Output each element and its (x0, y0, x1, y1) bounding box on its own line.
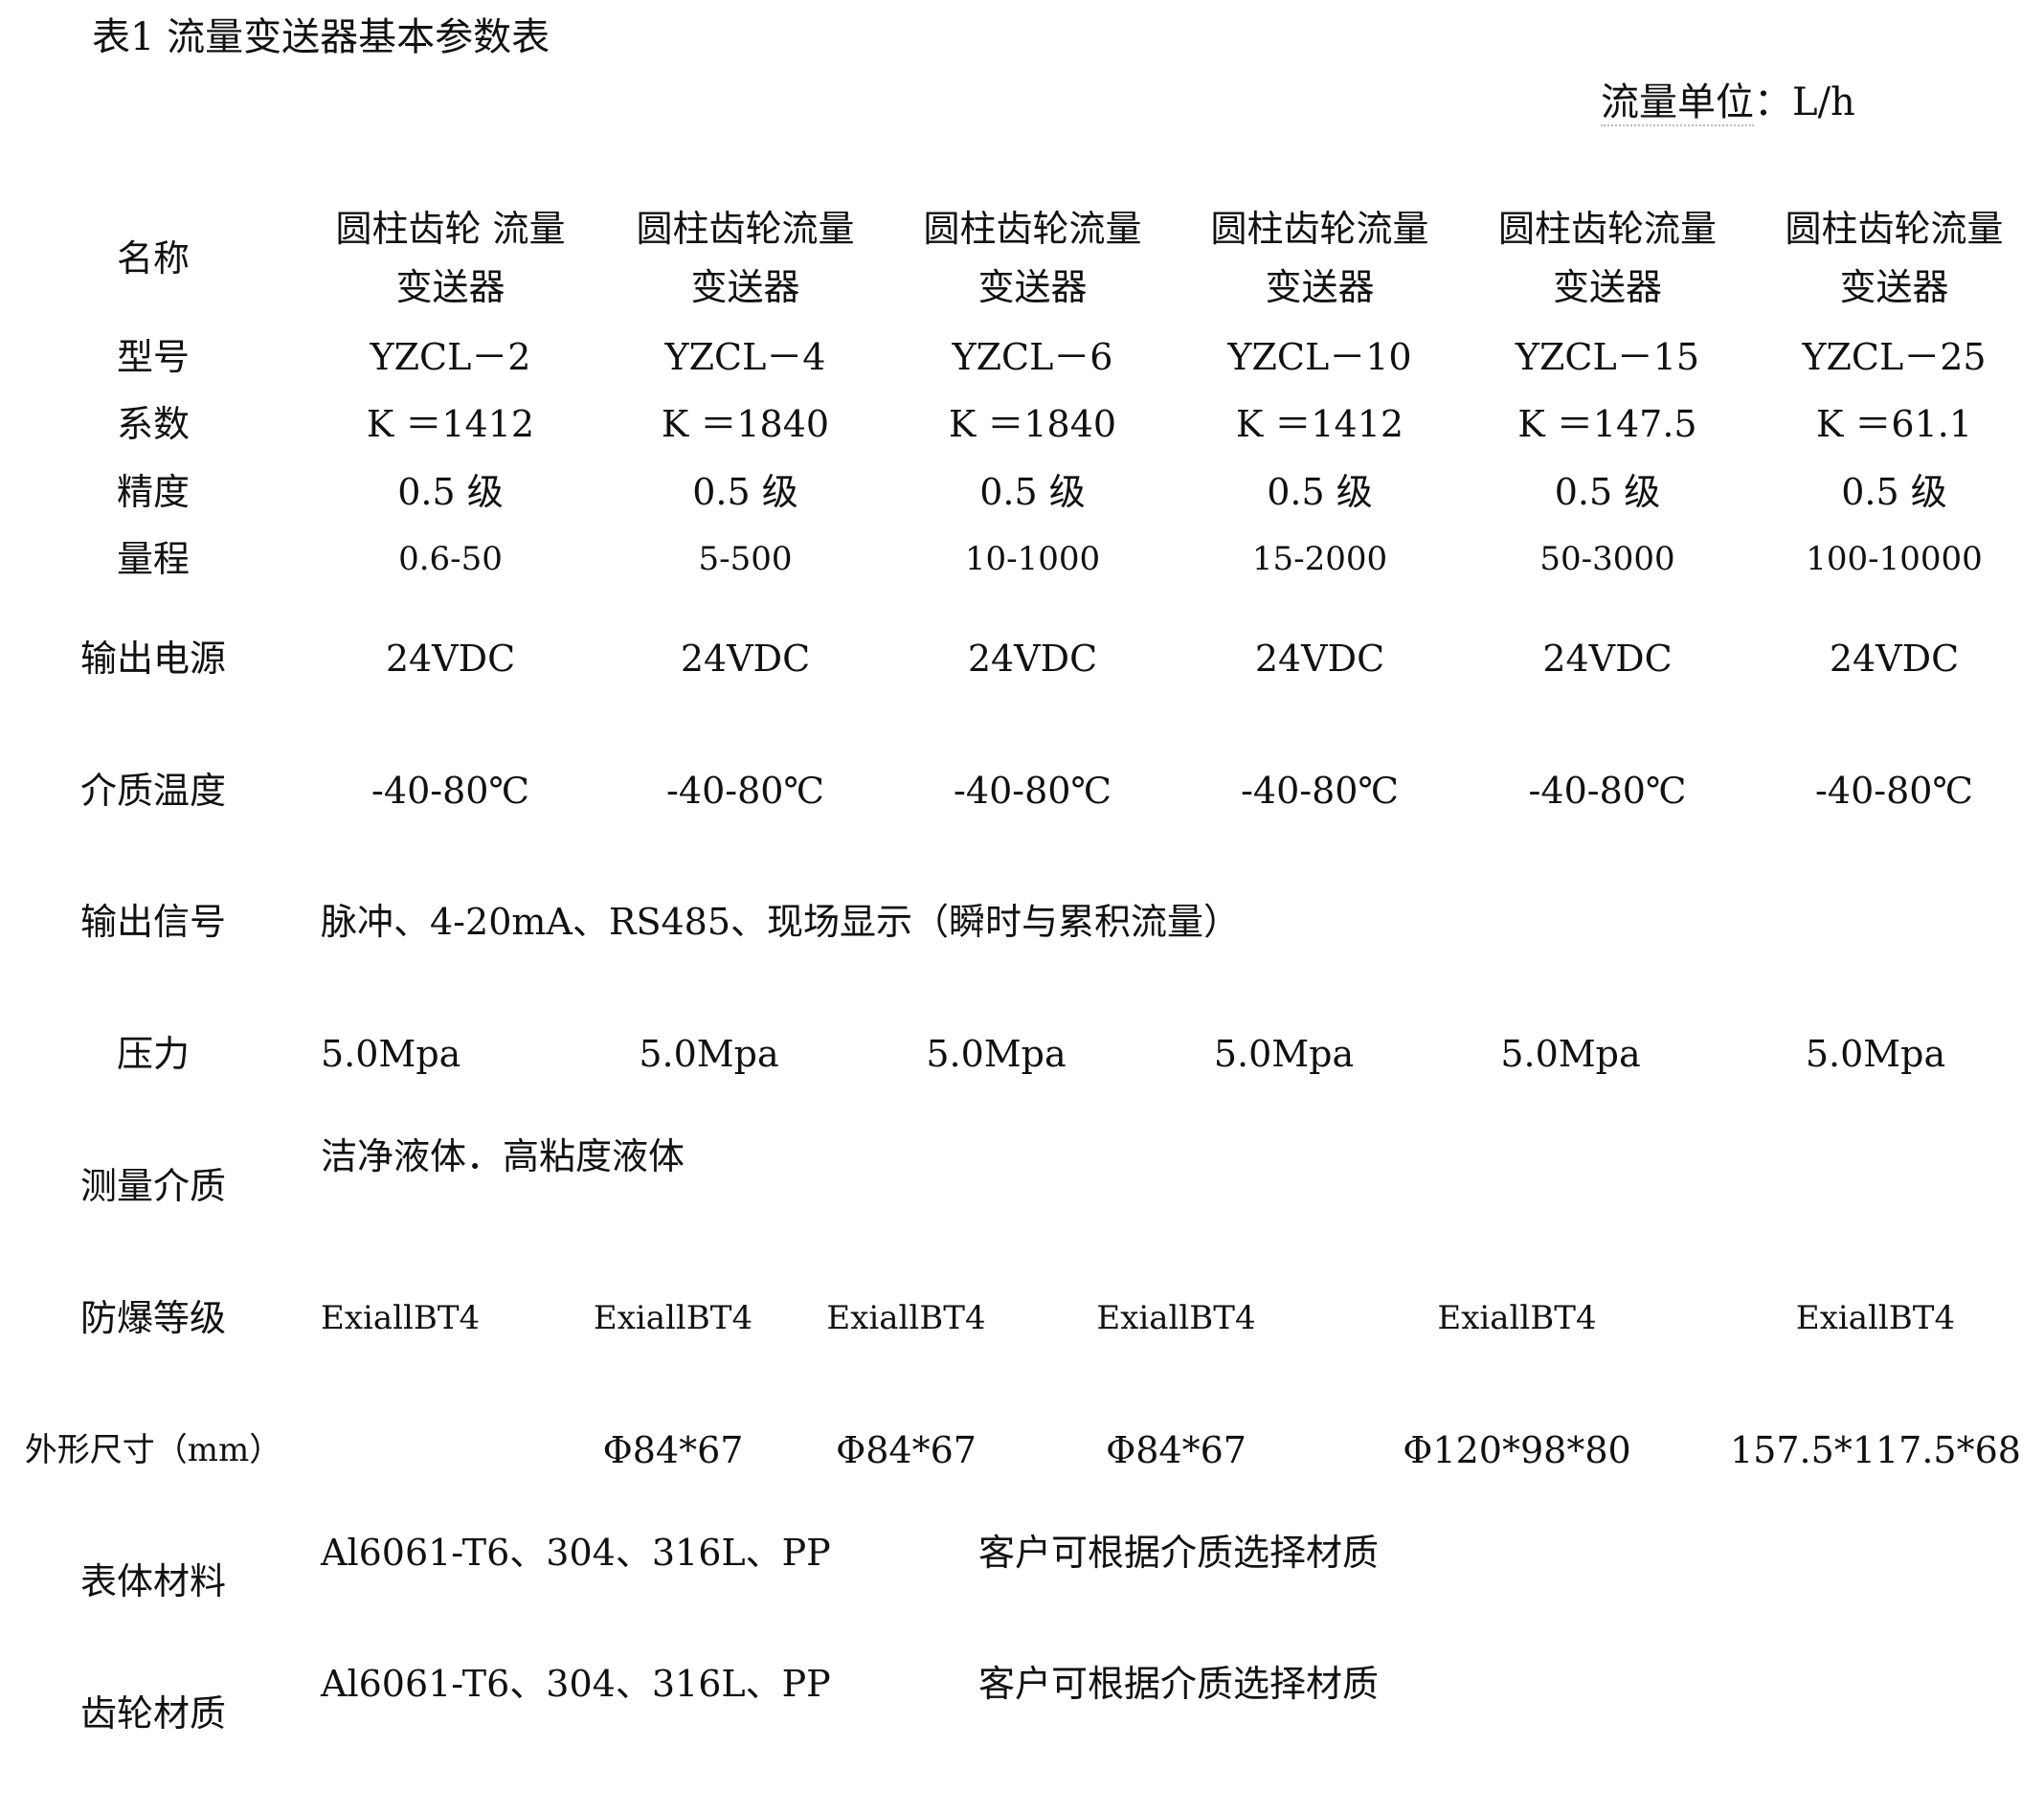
table-cell: 5.0Mpa (1213, 1032, 1355, 1075)
table-cell: 100-10000 (1806, 540, 1983, 579)
table-cell: 50-3000 (1539, 540, 1675, 579)
table-cell: 5.0Mpa (1500, 1032, 1641, 1075)
table-cell: 10-1000 (964, 540, 1101, 579)
row-header: 型号 (116, 336, 190, 379)
table-cell: YZCL－6 (952, 336, 1113, 379)
flow-unit-note: 流量单位：L/h (1601, 71, 1855, 126)
row-header: 齿轮材质 (79, 1691, 226, 1735)
table-cell: 0.5 级 (1554, 471, 1661, 514)
table-cell: 24VDC (1254, 637, 1385, 680)
table-cell: K ＝1412 (1235, 403, 1404, 446)
row-header: 精度 (116, 471, 190, 514)
table-cell: 圆柱齿轮流量变送器 (923, 208, 1142, 308)
table-cell: Φ84*67 (836, 1428, 977, 1471)
row-header: 表体材料 (79, 1560, 226, 1603)
table-cell: K ＝1412 (366, 403, 535, 446)
row-header: 压力 (116, 1032, 190, 1075)
table-cell: ExiallBT4 (1437, 1299, 1597, 1338)
table-cell: 24VDC (1542, 637, 1673, 680)
table-cell: YZCL－10 (1227, 336, 1412, 379)
table-cell: 24VDC (1829, 637, 1960, 680)
table-cell: ExiallBT4 (593, 1299, 753, 1338)
table-cell: YZCL－4 (664, 336, 826, 379)
row-header: 输出电源 (79, 637, 226, 680)
table-cell: Al6061-T6、304、316L、PP (321, 1663, 831, 1705)
table-cell: 5-500 (698, 540, 793, 579)
table-cell: ExiallBT4 (1096, 1299, 1256, 1338)
table-cell: 洁净液体．高粘度液体 (321, 1135, 685, 1177)
table-cell: -40-80℃ (666, 769, 824, 812)
table-cell: 24VDC (385, 637, 516, 680)
table-cell: 0.6-50 (398, 540, 503, 579)
table-cell: -40-80℃ (371, 769, 529, 812)
table-cell: 0.5 级 (397, 471, 504, 514)
table-cell: 5.0Mpa (926, 1032, 1067, 1075)
table-cell: K ＝1840 (948, 403, 1117, 446)
table-title: 表1 流量变送器基本参数表 (92, 15, 550, 59)
table-cell: 圆柱齿轮流量变送器 (1497, 208, 1717, 308)
table-cell: -40-80℃ (954, 769, 1112, 812)
table-cell (300, 1384, 566, 1516)
flow-unit-value: L/h (1792, 80, 1855, 124)
row-header: 系数 (116, 403, 190, 446)
table-cell: -40-80℃ (1241, 769, 1399, 812)
table-cell: Φ84*67 (1106, 1428, 1247, 1471)
table-cell: YZCL－2 (370, 336, 531, 379)
table-cell: ExiallBT4 (826, 1299, 986, 1338)
table-cell: 客户可根据介质选择材质 (978, 1532, 1380, 1574)
table-cell: 圆柱齿轮流量变送器 (1785, 208, 2004, 308)
flow-unit-separator: ： (1754, 80, 1792, 124)
row-header: 量程 (116, 538, 190, 581)
table-cell: 5.0Mpa (1805, 1032, 1946, 1075)
row-header: 输出信号 (79, 901, 226, 944)
row-header: 名称 (116, 236, 190, 280)
table-cell: 0.5 级 (979, 471, 1086, 514)
table-cell: 0.5 级 (692, 471, 798, 514)
table-cell: K ＝1840 (661, 403, 830, 446)
table-cell: -40-80℃ (1528, 769, 1687, 812)
row-header: 测量介质 (79, 1165, 226, 1208)
table-cell: -40-80℃ (1815, 769, 1973, 812)
table-cell: 客户可根据介质选择材质 (978, 1663, 1380, 1705)
table-cell: Φ120*98*80 (1403, 1428, 1631, 1471)
table-cell: 0.5 级 (1841, 471, 1947, 514)
table-cell: YZCL－25 (1802, 336, 1987, 379)
table-cell: YZCL－15 (1515, 336, 1700, 379)
table-cell: K ＝147.5 (1517, 403, 1697, 446)
row-header: 介质温度 (79, 769, 226, 812)
table-cell: 圆柱齿轮流量变送器 (1210, 208, 1429, 308)
table-cell: 0.5 级 (1267, 471, 1373, 514)
table-cell: 24VDC (967, 637, 1098, 680)
table-cell: 157.5*117.5*68 (1730, 1428, 2021, 1471)
table-cell: 24VDC (680, 637, 811, 680)
table-cell: 圆柱齿轮 流量变送器 (335, 208, 566, 308)
row-header: 防爆等级 (79, 1297, 226, 1340)
table-cell: ExiallBT4 (1795, 1299, 1956, 1338)
table-cell: 15-2000 (1251, 540, 1388, 579)
flow-unit-label: 流量单位 (1601, 80, 1754, 126)
table-cell: Φ84*67 (602, 1428, 744, 1471)
table-cell: ExiallBT4 (321, 1299, 481, 1338)
table-cell: K ＝61.1 (1815, 403, 1973, 446)
table-cell: 5.0Mpa (639, 1032, 779, 1075)
table-cell: 脉冲、4-20mA、RS485、现场显示（瞬时与累积流量） (321, 901, 1241, 944)
row-header: 外形尺寸（mm） (24, 1430, 282, 1469)
table-cell: 5.0Mpa (321, 1032, 461, 1075)
table-cell: Al6061-T6、304、316L、PP (321, 1532, 831, 1574)
table-cell: 圆柱齿轮流量 变送器 (636, 208, 855, 308)
